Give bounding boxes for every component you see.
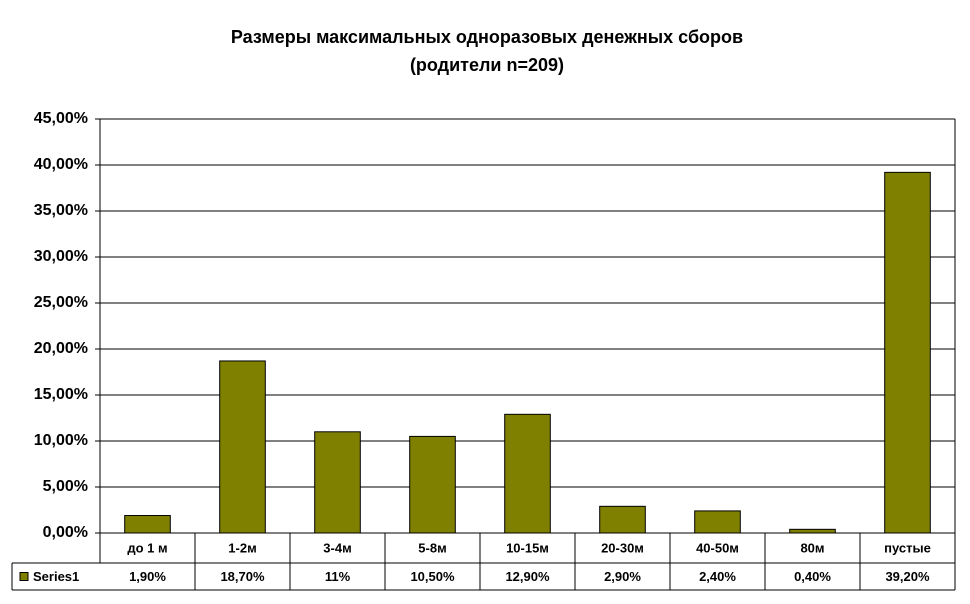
x-tick-label: 1-2м: [228, 540, 256, 555]
y-tick-label: 35,00%: [34, 202, 88, 219]
x-tick-label: 20-30м: [601, 540, 644, 555]
data-table-value: 39,20%: [885, 569, 930, 584]
data-table-value: 11%: [325, 569, 351, 584]
bar: [314, 431, 361, 534]
x-tick-label: 80м: [800, 540, 824, 555]
data-table-value: 2,40%: [699, 569, 736, 584]
x-tick-label: 10-15м: [506, 540, 549, 555]
chart-subtitle: (родители n=209): [410, 55, 564, 75]
data-table-value: 10,50%: [410, 569, 455, 584]
bar: [219, 360, 266, 534]
legend-key: [19, 572, 29, 581]
legend-label: Series1: [33, 569, 79, 584]
data-table-value: 2,90%: [604, 569, 641, 584]
x-tick-label: 40-50м: [696, 540, 739, 555]
bar: [409, 435, 456, 534]
y-tick-label: 30,00%: [34, 248, 88, 265]
y-tick-label: 20,00%: [34, 340, 88, 357]
data-table-value: 1,90%: [129, 569, 166, 584]
bar: [599, 505, 646, 534]
bar: [124, 515, 171, 534]
bar: [694, 510, 741, 534]
y-tick-label: 45,00%: [34, 110, 88, 127]
bar: [504, 413, 551, 534]
x-tick-label: до 1 м: [127, 540, 167, 555]
y-tick-label: 5,00%: [43, 478, 88, 495]
bar: [884, 171, 931, 534]
y-tick-label: 0,00%: [43, 524, 88, 541]
y-tick-label: 10,00%: [34, 432, 88, 449]
data-table-value: 12,90%: [505, 569, 550, 584]
y-tick-label: 25,00%: [34, 294, 88, 311]
chart-title: Размеры максимальных одноразовых денежны…: [231, 27, 743, 47]
y-tick-label: 40,00%: [34, 156, 88, 173]
y-tick-label: 15,00%: [34, 386, 88, 403]
bar: [789, 528, 836, 534]
data-table-value: 18,70%: [220, 569, 265, 584]
data-table-value: 0,40%: [794, 569, 831, 584]
x-tick-label: пустые: [884, 540, 931, 555]
x-tick-label: 3-4м: [323, 540, 351, 555]
x-tick-label: 5-8м: [418, 540, 446, 555]
